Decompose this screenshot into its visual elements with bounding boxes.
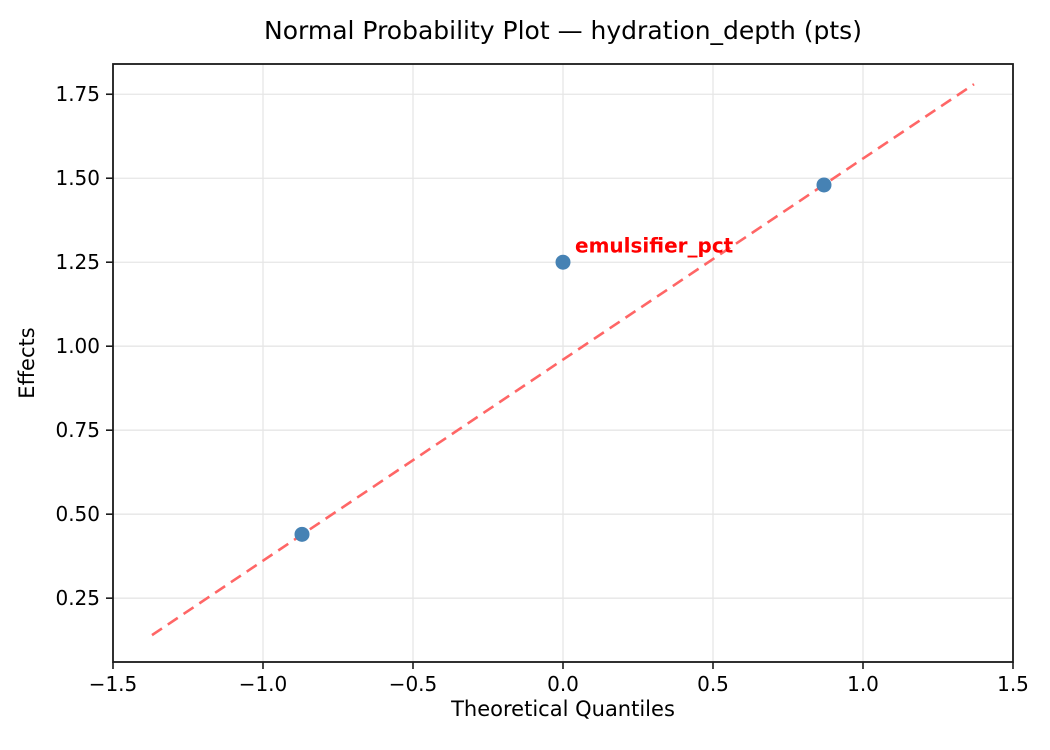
x-tick-label: 1.0 (847, 672, 879, 696)
annotation-emulsifier-pct: emulsifier_pct (575, 233, 734, 257)
x-tick-label: 1.5 (997, 672, 1029, 696)
y-tick-label: 1.75 (55, 82, 100, 106)
x-tick-label: −0.5 (389, 672, 438, 696)
y-tick-label: 1.50 (55, 166, 100, 190)
y-tick-label: 1.25 (55, 250, 100, 274)
x-axis-label: Theoretical Quantiles (451, 697, 675, 721)
x-tick-label: 0.0 (547, 672, 579, 696)
y-tick-label: 0.75 (55, 418, 100, 442)
x-tick-label: −1.0 (239, 672, 288, 696)
y-axis-label: Effects (15, 327, 39, 398)
data-point (816, 177, 832, 193)
chart-title: Normal Probability Plot — hydration_dept… (264, 16, 862, 45)
y-tick-label: 0.25 (55, 586, 100, 610)
x-tick-label: −1.5 (89, 672, 138, 696)
y-tick-label: 0.50 (55, 502, 100, 526)
data-point (294, 526, 310, 542)
x-tick-label: 0.5 (697, 672, 729, 696)
y-tick-label: 1.00 (55, 334, 100, 358)
fit-line (151, 83, 975, 637)
data-point (555, 254, 571, 270)
